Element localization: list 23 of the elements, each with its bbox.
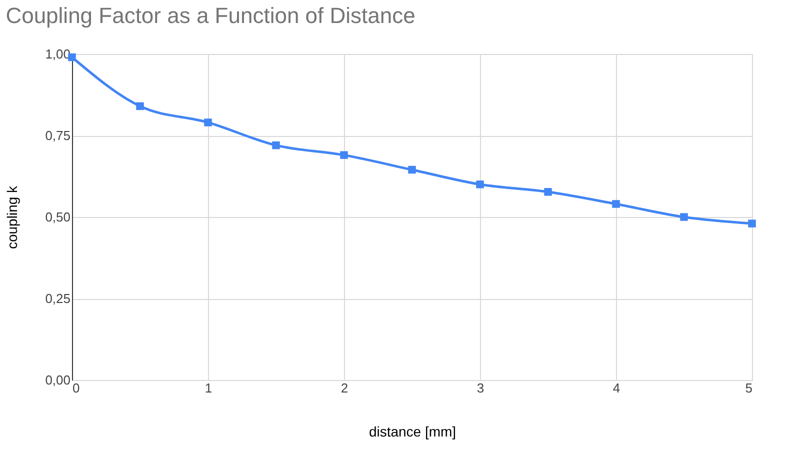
point bbox=[476, 180, 484, 188]
x-tick-label: 5 bbox=[745, 380, 752, 396]
x-tick-label: 2 bbox=[340, 380, 348, 396]
y-tick-label: 0,00 bbox=[45, 372, 70, 388]
y-axis-title: coupling k bbox=[4, 184, 20, 250]
y-tick-label: 0,75 bbox=[45, 128, 70, 143]
point bbox=[612, 200, 620, 208]
point bbox=[204, 118, 212, 126]
x-tick-label: 1 bbox=[204, 380, 212, 396]
y-tick-label: 0,25 bbox=[45, 291, 70, 306]
point bbox=[680, 213, 688, 221]
point bbox=[544, 188, 552, 196]
point bbox=[408, 166, 416, 174]
y-tick-label: 0,50 bbox=[45, 210, 70, 224]
point bbox=[136, 102, 144, 110]
chart-title: Coupling Factor as a Function of Distance bbox=[6, 3, 416, 28]
point bbox=[272, 141, 280, 150]
x-tick-label: 0 bbox=[72, 380, 80, 396]
x-axis-title: distance [mm] bbox=[368, 424, 456, 440]
point bbox=[340, 151, 348, 159]
x-tick-label: 3 bbox=[476, 380, 484, 396]
point bbox=[748, 220, 756, 228]
x-tick-label: 4 bbox=[612, 380, 620, 396]
